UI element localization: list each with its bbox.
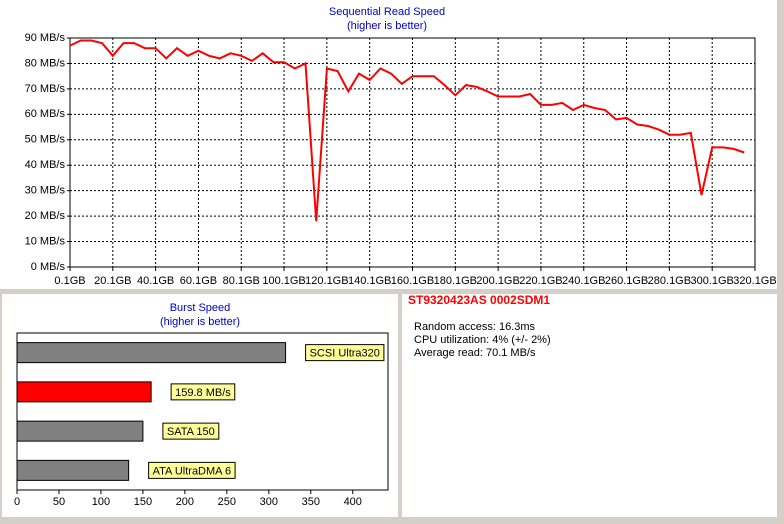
x-tick-label: 350 [302, 496, 320, 508]
x-tick-label: 80.1GB [223, 275, 260, 287]
x-tick-label: 100.1GB [262, 275, 305, 287]
x-tick-label: 140.1GB [348, 275, 391, 287]
x-tick-label: 20.1GB [94, 275, 131, 287]
x-tick-label: 60.1GB [180, 275, 217, 287]
x-tick-label: 120.1GB [305, 275, 348, 287]
info-line: CPU utilization: 4% (+/- 2%) [414, 334, 551, 346]
bar [16, 381, 152, 403]
y-tick-label: 40 MB/s [25, 159, 66, 171]
x-tick-label: 160.1GB [391, 275, 434, 287]
x-tick-label: 100 [92, 496, 110, 508]
bar-label-box [305, 344, 385, 362]
y-tick-label: 10 MB/s [25, 235, 66, 247]
chart-title: Burst Speed [170, 302, 231, 314]
x-tick-label: 200.1GB [476, 275, 519, 287]
bar-label-box [148, 461, 236, 479]
x-tick-label: 300 [260, 496, 278, 508]
x-tick-label: 250 [218, 496, 236, 508]
x-tick-label: 180.1GB [434, 275, 477, 287]
y-tick-label: 90 MB/s [25, 32, 66, 44]
x-tick-label: 280.1GB [648, 275, 691, 287]
bar-label: ATA UltraDMA 6 [153, 465, 231, 477]
bar-label-box [162, 422, 220, 440]
info-line: Random access: 16.3ms [414, 321, 536, 333]
bar [16, 459, 130, 481]
y-tick-label: 60 MB/s [25, 108, 66, 120]
x-tick-label: 150 [134, 496, 152, 508]
bar-label-box [170, 383, 236, 401]
x-tick-label: 0 [14, 496, 20, 508]
info-panel [402, 294, 777, 517]
info-line: Average read: 70.1 MB/s [414, 347, 536, 359]
x-tick-label: 50 [53, 496, 65, 508]
bar-label: SATA 150 [167, 426, 215, 438]
bar [16, 420, 144, 442]
y-tick-label: 20 MB/s [25, 210, 66, 222]
y-tick-label: 70 MB/s [25, 83, 66, 95]
y-tick-label: 80 MB/s [25, 57, 66, 69]
x-tick-label: 40.1GB [137, 275, 174, 287]
chart-title: Sequential Read Speed [329, 6, 445, 18]
x-tick-label: 400 [344, 496, 362, 508]
chart-subtitle: (higher is better) [160, 316, 240, 328]
drive-name: ST9320423AS 0002SDM1 [408, 293, 550, 307]
y-tick-label: 50 MB/s [25, 134, 66, 146]
bar-label: 159.8 MB/s [175, 387, 231, 399]
chart-subtitle: (higher is better) [347, 20, 427, 32]
bar-label: SCSI Ultra320 [310, 348, 380, 360]
x-tick-label: 0.1GB [54, 275, 85, 287]
read-line [69, 39, 745, 222]
x-tick-label: 240.1GB [562, 275, 605, 287]
x-tick-label: 320.1GB [733, 275, 776, 287]
y-tick-label: 30 MB/s [25, 185, 66, 197]
x-tick-label: 260.1GB [605, 275, 648, 287]
y-tick-label: 0 MB/s [31, 261, 66, 273]
line-plot-area [69, 37, 756, 268]
x-tick-label: 220.1GB [519, 275, 562, 287]
bar [16, 342, 287, 364]
x-tick-label: 300.1GB [690, 275, 733, 287]
x-tick-label: 200 [176, 496, 194, 508]
